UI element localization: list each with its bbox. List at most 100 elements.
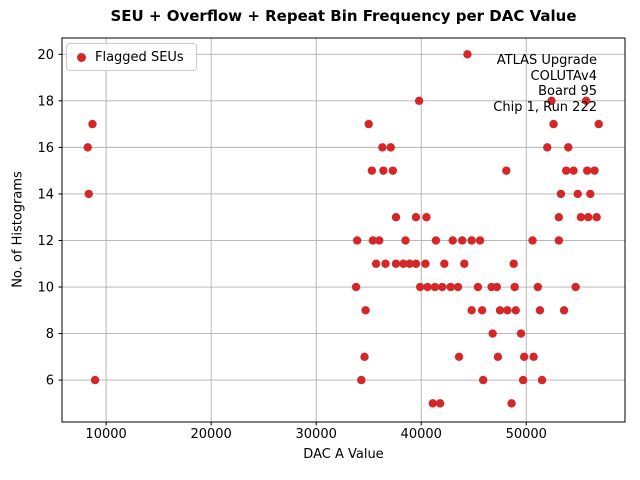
scatter-point [357,375,366,385]
scatter-point [448,236,457,245]
scatter-point [537,375,547,385]
axes-frame [61,37,626,423]
scatter-point [399,259,408,268]
scatter-point [381,259,390,268]
scatter-point [594,119,603,129]
scatter-point [352,236,362,245]
scatter-point [367,166,377,175]
scatter-point [401,236,410,245]
scatter-point [84,189,93,199]
scatter-point [415,282,425,292]
y-tick-label: 10 [37,281,54,296]
scatter-point [421,259,430,268]
scatter-point [554,213,564,222]
scatter-point [431,236,441,245]
scatter-point [529,352,538,362]
chart-title: SEU + Overflow + Repeat Bin Frequency pe… [110,7,577,25]
annotation-line-4: Chip 1, Run 222 [493,99,597,115]
scatter-point [492,282,502,292]
scatter-point [391,259,401,268]
scatter-point [361,306,370,315]
scatter-point [457,236,467,245]
legend: Flagged SEUs [66,43,197,71]
scatter-point [549,119,558,129]
scatter-point [518,375,528,385]
scatter-point [581,96,591,106]
x-tick-label: 50000 [506,427,547,442]
scatter-point [564,143,573,152]
scatter-point [360,352,369,362]
scatter-point [391,213,401,222]
legend-label: Flagged SEUs [95,49,184,65]
scatter-point [592,213,601,222]
legend-marker-icon [77,52,86,62]
annotation-line-2: COLUTAv4 [530,68,597,84]
y-tick-label: 20 [37,48,54,63]
scatter-point [364,119,373,129]
scatter-point [493,352,503,362]
scatter-point [573,189,582,199]
scatter-point [511,306,520,315]
annotation-line-3: Board 95 [538,84,597,99]
scatter-point [543,143,552,152]
annotation-line-1: ATLAS Upgrade [496,53,597,68]
scatter-point [576,213,586,222]
scatter-point [516,329,526,338]
scatter-point [584,213,593,222]
scatter-point [371,259,381,268]
scatter-point [388,166,398,175]
scatter-point [509,259,518,268]
scatter-point [430,282,440,292]
scatter-point [561,166,571,175]
scatter-point [414,96,424,106]
x-tick-label: 40000 [401,427,442,442]
scatter-point [90,375,100,385]
x-tick-label: 20000 [190,427,231,442]
scatter-point [423,282,432,292]
scatter-point [586,189,595,199]
scatter-point [475,236,485,245]
scatter-point [554,236,564,245]
scatter-point [386,143,395,152]
scatter-point [379,166,388,175]
scatter-point [495,306,505,315]
scatter-point [519,352,529,362]
x-tick-label: 30000 [296,427,337,442]
scatter-point [428,399,437,408]
scatter-point [590,166,599,175]
scatter-point [502,166,511,175]
scatter-point [473,282,483,292]
y-axis-label: No. of Histograms [10,171,26,288]
scatter-point [477,306,487,315]
y-tick-label: 14 [37,187,54,202]
scatter-point [83,143,92,152]
scatter-point [446,282,455,292]
scatter-point [503,306,512,315]
scatter-point [467,306,476,315]
scatter-point [488,329,497,338]
scatter-point [411,213,421,222]
scatter-point [375,236,384,245]
scatter-point [368,236,378,245]
y-tick-label: 8 [46,327,54,342]
scatter-point [435,399,445,408]
y-tick-label: 12 [37,234,54,249]
scatter-point [422,213,431,222]
scatter-point [556,189,566,199]
scatter-point [559,306,569,315]
scatter-point [582,166,592,175]
scatter-point [533,282,543,292]
y-tick-label: 16 [37,141,54,156]
scatter-point [535,306,545,315]
x-axis-label: DAC A Value [303,447,384,462]
scatter-point [411,259,421,268]
scatter-point [351,282,361,292]
scatter-point [478,375,488,385]
scatter-point [547,96,556,106]
annotation-text: ATLAS Upgrade COLUTAv4 Board 95 Chip 1, … [493,53,597,115]
scatter-point [507,399,516,408]
scatter-point [571,282,580,292]
scatter-point [510,282,519,292]
